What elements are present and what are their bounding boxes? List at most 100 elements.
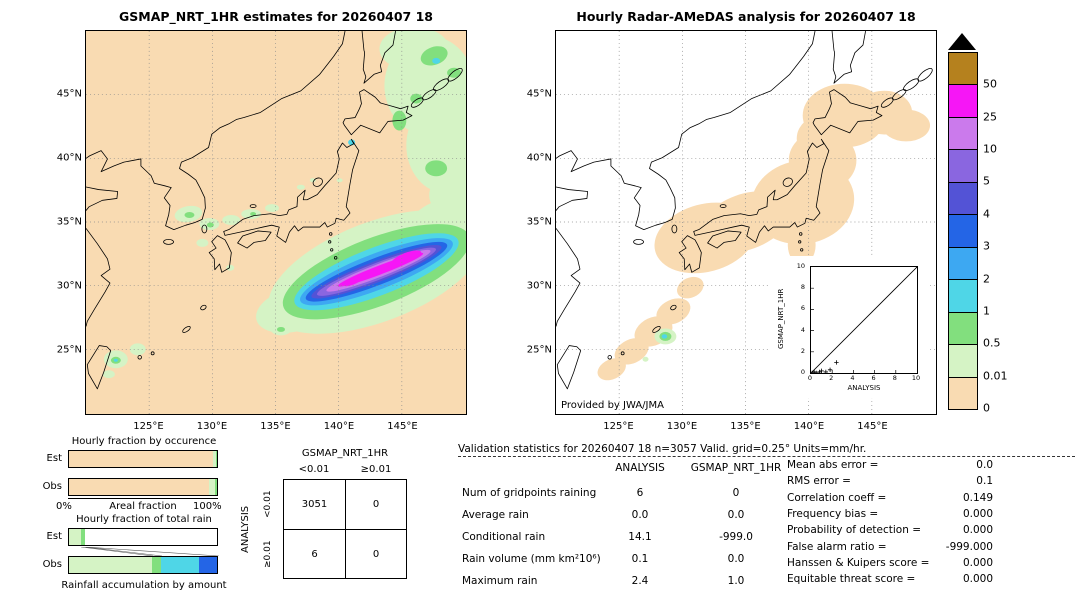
score-line: Frequency bias = 0.000 [787, 508, 993, 520]
lat-tick-label: 25°N [526, 344, 552, 356]
total-rain-obs-bar [68, 556, 218, 574]
score-line: Correlation coeff = 0.149 [787, 492, 993, 504]
bar-segment [151, 557, 161, 573]
lon-tick-label: 135°E [260, 421, 291, 432]
score-value: 0.1 [976, 475, 993, 487]
colorbar-tick-label: 2 [983, 272, 990, 286]
stats-analysis-value: 6 [636, 487, 644, 499]
bar-segment [208, 479, 215, 495]
bar-segment [69, 529, 81, 545]
bar-segment [69, 451, 214, 467]
radar-coverage-shading [597, 83, 931, 381]
colorbar-tick-label: 3 [983, 239, 990, 253]
contingency-col-axis-label: GSMAP_NRT_1HR [301, 448, 389, 459]
scatter-point-plus [834, 360, 839, 365]
inset-tick [811, 309, 875, 373]
stats-analysis-value: 0.0 [631, 509, 649, 521]
contingency-col-label-2: ≥0.01 [360, 464, 392, 475]
bar-segment [85, 529, 217, 545]
score-label: Probability of detection = [787, 524, 922, 536]
lon-tick-label: 125°E [603, 421, 634, 432]
lat-tick-label: 45°N [56, 88, 82, 100]
total-rain-est-label: Est [46, 531, 62, 542]
lat-tick-label: 35°N [526, 216, 552, 228]
score-value: -999.000 [945, 541, 993, 553]
contingency-row-label-2: ≥0.01 [263, 540, 273, 568]
contingency-table: 3051 0 6 0 [283, 479, 407, 579]
stats-gsmap-value: 0 [732, 487, 740, 499]
axis-max-label: 100% [193, 501, 222, 512]
colorbar-tick-label: 5 [983, 174, 990, 188]
colorbar-segment [949, 149, 977, 182]
colorbar-tick-label: 0.01 [983, 369, 1008, 383]
lon-tick-label: 130°E [666, 421, 698, 432]
colorbar-segment [949, 311, 977, 345]
stats-title: Validation statistics for 20260407 18 n=… [458, 443, 867, 455]
scatter-point-plus [827, 367, 833, 373]
bar-segment [69, 479, 209, 495]
contingency-cell: 0 [345, 529, 406, 578]
score-value: 0.000 [962, 508, 993, 520]
stats-row-label: Rain volume (mm km²10⁶) [462, 553, 601, 565]
bar-segment [215, 451, 217, 467]
score-value: 0.0 [976, 459, 993, 471]
scatter-inset-axes [809, 266, 918, 376]
left-map-title: GSMAP_NRT_1HR estimates for 20260407 18 [119, 9, 433, 24]
lon-tick-label: 145°E [857, 421, 888, 432]
lon-tick-label: 130°E [196, 421, 228, 432]
stats-row-label: Maximum rain [462, 575, 538, 587]
colorbar-tick-label: 10 [983, 142, 997, 156]
stats-col-analysis: ANALYSIS [615, 462, 665, 474]
bar-segment [213, 451, 216, 467]
inset-y-tick-label: 8 [800, 283, 805, 292]
score-label: Correlation coeff = [787, 492, 887, 504]
total-rain-obs-label: Obs [42, 559, 62, 570]
inset-x-tick-label: 6 [871, 374, 876, 382]
contingency-cell: 3051 [301, 499, 328, 510]
colorbar-segment [949, 376, 977, 409]
bar-segment [160, 557, 200, 573]
score-label: Frequency bias = [787, 508, 879, 520]
stats-gsmap-value: 0.0 [727, 509, 745, 521]
inset-x-tick-label: 8 [892, 374, 897, 382]
lat-tick-label: 25°N [56, 344, 82, 356]
contingency-row-label-1: <0.01 [263, 490, 273, 518]
score-line: RMS error = 0.1 [787, 475, 993, 487]
radar-rain-spot [642, 328, 677, 362]
contingency-row-axis-label: ANALYSIS [240, 505, 251, 553]
score-label: False alarm ratio = [787, 541, 887, 553]
stats-row-label: Num of gridpoints raining [462, 487, 597, 499]
total-rain-est-bar [68, 528, 218, 546]
scatter-inset-plot [809, 266, 918, 376]
colorbar-tick-label: 0 [983, 401, 990, 415]
score-line: Probability of detection = 0.000 [787, 524, 993, 536]
precip-shading-palegreen [102, 31, 466, 379]
occurrence-obs-label: Obs [42, 481, 62, 492]
score-value: 0.000 [962, 573, 993, 585]
stats-analysis-value: 2.4 [631, 575, 649, 587]
occurrence-est-label: Est [46, 453, 62, 464]
inset-y-tick-label: 6 [800, 304, 805, 313]
lat-tick-label: 40°N [526, 152, 552, 164]
right-map-title: Hourly Radar-AMeDAS analysis for 2026040… [576, 9, 916, 24]
inset-x-tick-label: 10 [911, 374, 921, 382]
scatter-point-plus [819, 368, 824, 374]
inset-y-axis-label: GSMAP_NRT_1HR [777, 288, 785, 350]
axis-min-label: 0% [56, 501, 72, 512]
total-rain-chart-caption: Rainfall accumulation by amount [61, 580, 227, 591]
occurrence-obs-bar [68, 478, 218, 496]
stats-divider [458, 456, 1075, 457]
score-label: Mean abs error = [787, 459, 879, 471]
colorbar-segment [949, 246, 977, 280]
lat-tick-label: 30°N [526, 280, 552, 292]
colorbar-tick-label: 4 [983, 207, 990, 221]
score-label: Hanssen & Kuipers score = [787, 557, 930, 569]
stats-row-label: Conditional rain [462, 531, 546, 543]
colorbar-tick-label: 25 [983, 110, 997, 124]
score-line: False alarm ratio = -999.000 [787, 541, 993, 553]
inset-y-tick-label: 2 [800, 346, 805, 355]
colorbar-tick-label: 50 [983, 77, 997, 91]
inset-y-tick-label: 4 [800, 325, 805, 334]
lon-tick-label: 125°E [133, 421, 164, 432]
